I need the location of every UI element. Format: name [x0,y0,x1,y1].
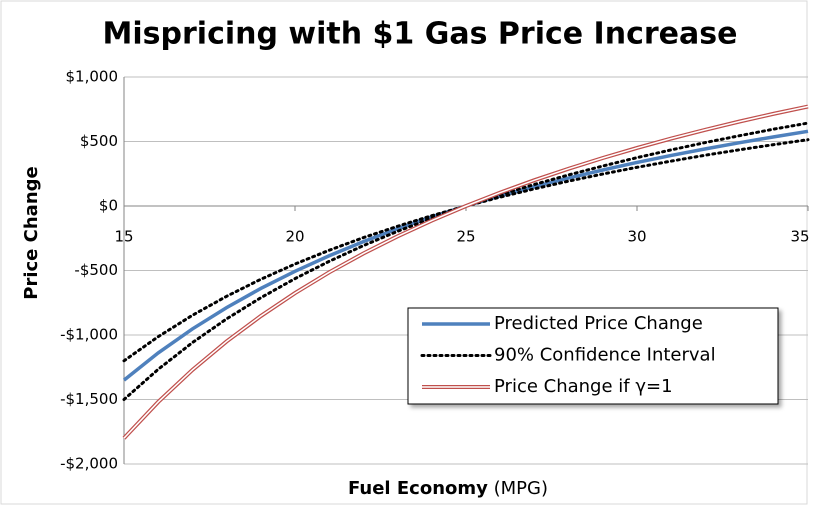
series-line-inner [123,105,809,439]
chart-frame [0,0,808,505]
y-tick-label: $1,000 [66,68,119,86]
x-tick-label: 20 [285,228,304,246]
y-axis-title: Price Change [21,166,42,299]
legend: Predicted Price Change 90% Confidence Int… [407,307,779,405]
x-tick-label: 15 [114,228,133,246]
legend-label: 90% Confidence Interval [494,345,716,366]
x-axis-title-main: Fuel Economy [348,478,488,499]
legend-label: Price Change if γ=1 [494,376,673,397]
y-tick-label: $0 [99,197,118,215]
legend-label: Predicted Price Change [494,313,703,334]
chart-title: Mispricing with $1 Gas Price Increase [103,17,738,52]
plot-area: -$2,000 -$1,500 -$1,000 -$500 $0 $500 $1,000 15… [60,68,809,473]
y-tick-label: -$500 [74,261,118,279]
y-tick-label: $500 [80,132,118,150]
y-tick-label: -$1,500 [60,390,118,408]
y-tick-label: -$2,000 [60,455,118,473]
y-tick-label: -$1,000 [60,326,118,344]
x-tick-label: 35 [790,228,809,246]
x-axis-title: Fuel Economy (MPG) [348,478,548,499]
x-axis-title-unit: (MPG) [494,478,548,499]
x-tick-label: 25 [456,228,475,246]
x-tick-label: 30 [627,228,646,246]
